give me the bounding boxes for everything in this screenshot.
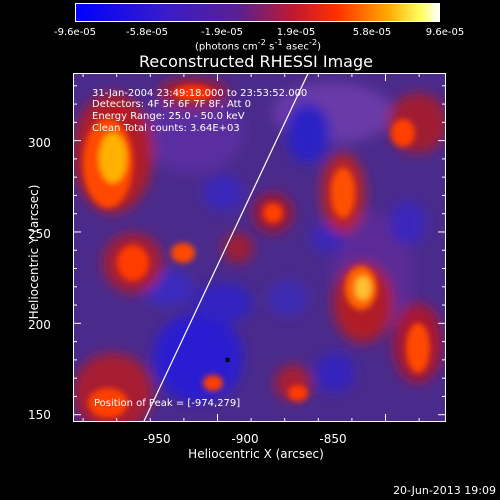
colorbar-tick-5: 5.8e-05 (352, 27, 392, 38)
peak-marker (225, 357, 230, 362)
colorbar-tick-3: -1.9e-05 (201, 27, 243, 38)
clean-counts-text: Clean Total counts: 3.64E+03 (92, 123, 240, 134)
colorbar-tick-1: -9.6e-05 (54, 27, 96, 38)
colorbar-tick-6: 9.6e-05 (425, 27, 465, 38)
generation-date: 20-Jun-2013 19:09 (393, 484, 496, 497)
x-axis-label: Heliocentric X (arcsec) (188, 447, 324, 461)
y-tick-300: 300 (28, 136, 51, 150)
energy-range-text: Energy Range: 25.0 - 50.0 keV (92, 111, 245, 122)
colorbar-tick-4: 1.9e-05 (276, 27, 316, 38)
x-tick-900: -900 (231, 432, 259, 446)
plot-area (73, 73, 446, 422)
y-tick-150: 150 (28, 408, 51, 422)
heatmap-hotspots (83, 85, 430, 418)
colorbar-tick-2: -5.8e-05 (126, 27, 168, 38)
colorbar (75, 3, 440, 22)
detectors-text: Detectors: 4F 5F 6F 7F 8F, Att 0 (92, 99, 252, 110)
x-tick-850: -850 (319, 432, 347, 446)
y-axis-label: Heliocentric Y (arcsec) (27, 184, 41, 320)
x-tick-950: -950 (143, 432, 171, 446)
y-tick-200: 200 (28, 318, 51, 332)
axis-ticks (73, 73, 446, 422)
peak-position-text: Position of Peak = [-974,279] (94, 398, 241, 409)
y-tick-250: 250 (28, 227, 51, 241)
limb-line (143, 73, 309, 422)
colorbar-units: (photons cm-2 s-1 asec-2) (194, 37, 322, 53)
time-range-text: 31-Jan-2004 23:49:18.000 to 23:53:52.000 (92, 88, 308, 99)
chart-title: Reconstructed RHESSI Image (139, 52, 373, 71)
